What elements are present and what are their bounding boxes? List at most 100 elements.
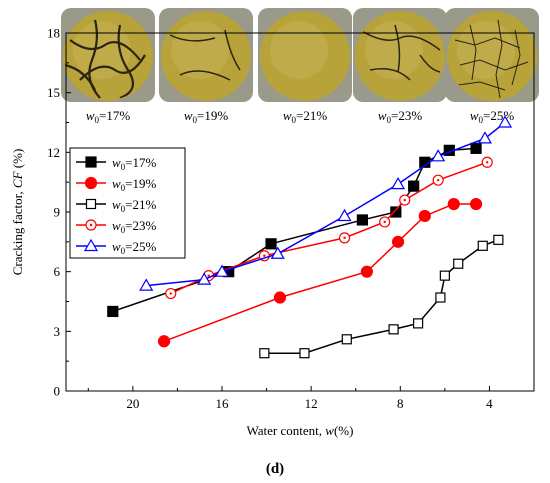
legend-label: w0=21% [112, 197, 157, 214]
crack-line [224, 29, 241, 71]
data-point [391, 235, 405, 248]
data-point [477, 240, 488, 251]
soil-highlight [457, 21, 515, 79]
y-axis-title: Cracking factor, CF (%) [10, 149, 25, 276]
crack-line [169, 34, 216, 42]
y-tick-label: 3 [54, 324, 61, 339]
crack-line [179, 70, 231, 81]
legend-item: w0=19% [76, 176, 157, 193]
data-point [197, 272, 212, 285]
data-point [493, 234, 504, 245]
legend-marker [83, 238, 99, 252]
legend: w0=17% w0=19% w0=21% w0=23% w0=25% [69, 147, 186, 259]
legend-label: w0=23% [112, 218, 157, 235]
legend-item: w0=23% [76, 218, 157, 235]
crack-pattern [359, 24, 441, 81]
data-point [265, 238, 277, 250]
data-point [139, 278, 154, 291]
crack-line [511, 29, 521, 86]
series-2 [157, 197, 483, 348]
data-point [418, 209, 431, 223]
legend-label: w0=19% [112, 176, 157, 193]
data-point [341, 334, 352, 345]
data-point [413, 318, 424, 329]
data-point [391, 176, 406, 190]
photo-label: w0=21% [283, 108, 328, 125]
data-point-dot [486, 161, 489, 164]
legend-marker [85, 198, 97, 210]
crack-line [117, 24, 135, 100]
data-point [408, 180, 420, 192]
x-tick-label: 20 [126, 396, 139, 411]
y-tick-label: 9 [54, 205, 61, 220]
data-point [259, 348, 270, 359]
y-tick-label: 6 [54, 264, 61, 279]
series-line [264, 239, 499, 354]
sample-photo [445, 8, 539, 102]
y-tick-label: 18 [47, 26, 60, 41]
data-point-dot [263, 254, 266, 257]
sample-photos: w0=17% w0=19% w0=21% w0=23% w0=25% [61, 8, 539, 125]
series-5 [139, 115, 513, 291]
legend-item: w0=21% [76, 197, 157, 214]
data-point [356, 214, 368, 226]
legend-label: w0=17% [112, 155, 157, 172]
series-3 [259, 234, 504, 359]
legend-marker [85, 156, 97, 168]
data-point [388, 324, 399, 335]
data-point [107, 305, 119, 318]
data-point [477, 131, 493, 144]
x-tick-label: 8 [397, 396, 404, 411]
photo-label: w0=19% [184, 108, 229, 125]
x-tick-label: 16 [216, 396, 230, 411]
data-point-dot [169, 292, 172, 295]
data-point [447, 197, 460, 211]
x-tick-label: 4 [486, 396, 493, 411]
sample-photo [353, 8, 447, 102]
panel-label: (d) [266, 461, 284, 477]
sample-photo [61, 8, 155, 102]
data-point [214, 264, 230, 277]
data-point [299, 348, 310, 359]
legend-label: w0=25% [112, 239, 157, 256]
photo-label: w0=17% [86, 108, 131, 125]
data-point-dot [436, 178, 440, 182]
series-layer [107, 115, 513, 359]
soil-highlight [171, 21, 229, 79]
data-point [390, 206, 402, 218]
data-point-dot [207, 274, 210, 277]
crack-pattern [169, 29, 241, 81]
y-tick-label: 12 [47, 145, 60, 160]
crack-line [454, 37, 521, 49]
data-point [469, 197, 483, 211]
legend-item: w0=25% [76, 238, 157, 256]
crack-line [79, 54, 146, 81]
x-tick-label: 12 [305, 396, 318, 411]
legend-item: w0=17% [76, 155, 157, 172]
crack-line [369, 68, 411, 81]
photo-label: w0=23% [378, 108, 423, 125]
axis-labels: 0 3 6 9 12 15 18 20 16 12 8 4 Water content, w(%) Cra… [10, 26, 493, 478]
crack-line [69, 39, 141, 61]
sample-photo [159, 8, 253, 102]
data-point [497, 115, 513, 128]
data-point [157, 335, 171, 348]
data-point [337, 208, 352, 222]
crack-line [419, 54, 441, 73]
data-point [273, 291, 287, 304]
crack-line [64, 63, 96, 91]
y-tick-label: 15 [47, 85, 60, 100]
crack-pattern [64, 19, 146, 100]
data-point [435, 292, 446, 303]
crack-line [359, 29, 441, 51]
data-point [431, 149, 446, 162]
legend-marker [84, 176, 98, 190]
data-point [470, 142, 482, 154]
data-point [360, 265, 373, 278]
x-axis-title: Water content, w(%) [247, 423, 354, 438]
data-point [453, 258, 464, 269]
data-point [439, 270, 450, 281]
y-tick-label: 0 [54, 384, 61, 399]
soil-highlight [270, 21, 328, 79]
